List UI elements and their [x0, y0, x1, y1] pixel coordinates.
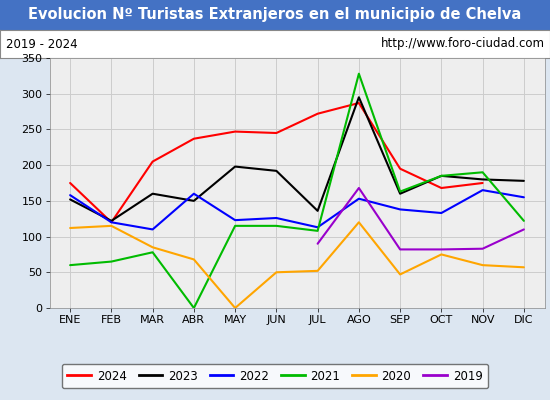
Legend: 2024, 2023, 2022, 2021, 2020, 2019: 2024, 2023, 2022, 2021, 2020, 2019 [62, 364, 488, 388]
Text: http://www.foro-ciudad.com: http://www.foro-ciudad.com [381, 38, 544, 50]
Text: 2019 - 2024: 2019 - 2024 [6, 38, 77, 50]
Text: Evolucion Nº Turistas Extranjeros en el municipio de Chelva: Evolucion Nº Turistas Extranjeros en el … [29, 8, 521, 22]
